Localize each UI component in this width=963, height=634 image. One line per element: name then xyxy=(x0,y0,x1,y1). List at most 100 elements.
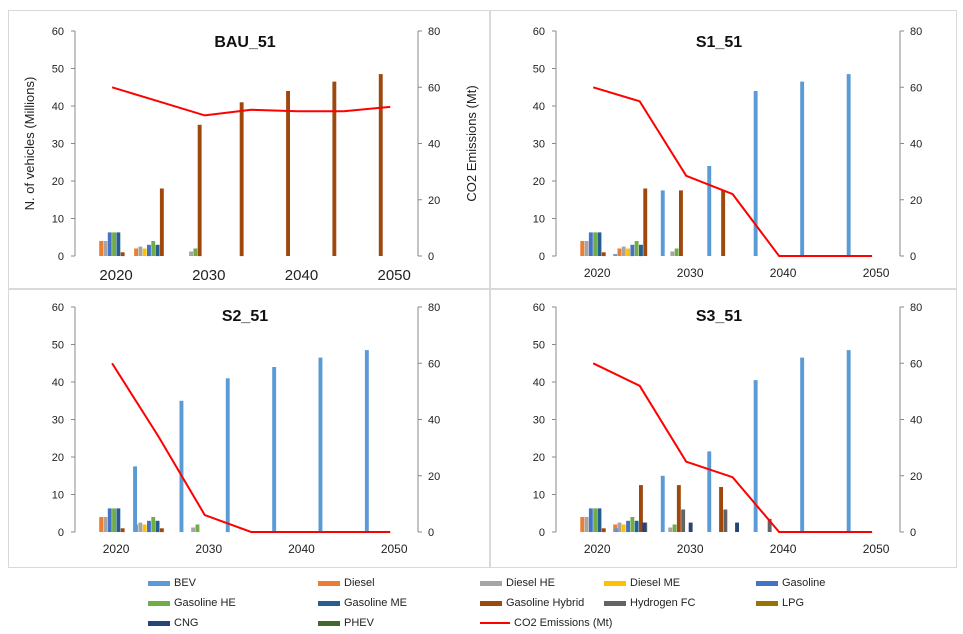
bar-gasoline-hybrid xyxy=(286,91,290,256)
bar-gasoline-he xyxy=(674,248,679,256)
y-tick-label: 50 xyxy=(52,64,64,76)
bar-gasoline-me xyxy=(597,232,602,256)
legend: BEV Diesel Diesel HE Diesel ME Gasoline Gasol… xyxy=(148,573,928,633)
y2-tick-label: 40 xyxy=(428,139,440,151)
bar-diesel-me xyxy=(142,248,147,256)
bar-bev xyxy=(753,91,758,256)
bar-diesel xyxy=(99,517,104,532)
bar-gasoline-he xyxy=(112,232,116,256)
bar-gasoline xyxy=(588,508,593,532)
y2-tick-label: 80 xyxy=(910,302,922,314)
bar-diesel-me xyxy=(626,248,630,256)
bar-gasoline-hybrid xyxy=(639,485,643,532)
bar-diesel-he xyxy=(621,246,626,256)
bar-gasoline-he xyxy=(151,517,156,532)
bar-gasoline-me xyxy=(116,232,121,256)
legend-swatch xyxy=(756,580,778,586)
y2-tick-label: 20 xyxy=(910,195,922,207)
bar-diesel xyxy=(580,517,585,532)
legend-swatch xyxy=(604,600,626,606)
legend-swatch xyxy=(318,580,340,586)
chart-title: BAU_51 xyxy=(214,34,275,51)
legend-swatch xyxy=(148,620,170,626)
y2-tick-label: 0 xyxy=(910,251,916,263)
bar-cng xyxy=(642,522,647,532)
y2-tick-label: 0 xyxy=(428,251,434,263)
x-tick-label: 2050 xyxy=(378,267,411,284)
bar-diesel xyxy=(617,248,622,256)
bar-bev xyxy=(707,166,712,256)
bar-gasoline xyxy=(107,508,112,532)
y-tick-label: 50 xyxy=(533,64,545,76)
chart-title: S1_51 xyxy=(696,34,742,51)
bar-diesel-he xyxy=(584,517,589,532)
bar-diesel xyxy=(613,524,618,532)
legend-item-co2-emissions-mt: CO2 Emissions (Mt) xyxy=(480,617,612,629)
y-tick-label: 20 xyxy=(533,452,545,464)
bar-gasoline xyxy=(630,244,635,257)
bar-gasoline xyxy=(588,232,593,256)
bar-hydrogen-fc xyxy=(723,509,728,532)
y-tick-label: 0 xyxy=(58,251,64,263)
bar-bev xyxy=(272,367,277,532)
y2-tick-label: 80 xyxy=(428,26,440,38)
x-tick-label: 2030 xyxy=(192,267,225,284)
legend-item-gasoline-hybrid: Gasoline Hybrid xyxy=(480,597,584,609)
legend-item-diesel-he: Diesel HE xyxy=(480,577,555,589)
x-tick-label: 2050 xyxy=(863,542,890,556)
legend-item-hydrogen-fc: Hydrogen FC xyxy=(604,597,695,609)
y-axis-label: N. of vehicles (Millions) xyxy=(22,77,37,211)
x-tick-label: 2040 xyxy=(770,542,797,556)
bar-diesel-he xyxy=(668,527,673,532)
bar-gasoline xyxy=(626,520,630,533)
legend-item-gasoline: Gasoline xyxy=(756,577,825,589)
legend-swatch xyxy=(480,622,510,625)
legend-label: Gasoline ME xyxy=(344,597,407,609)
bar-gasoline-me xyxy=(597,508,602,532)
bar-bev xyxy=(846,74,851,256)
bar-cng xyxy=(688,522,693,532)
bar-gasoline-hybrid xyxy=(676,485,681,532)
bar-diesel-he xyxy=(584,241,589,256)
bar-bev xyxy=(614,528,619,533)
legend-label: Gasoline xyxy=(782,577,826,589)
legend-swatch xyxy=(604,580,626,586)
bar-gasoline-me xyxy=(639,244,643,257)
y-tick-label: 10 xyxy=(52,214,64,226)
x-tick-label: 2020 xyxy=(584,266,611,280)
y2-axis-label: CO2 Emissions (Mt) xyxy=(464,85,479,201)
bar-gasoline-he xyxy=(195,524,200,532)
bar-gasoline-hybrid xyxy=(679,190,683,256)
y2-tick-label: 0 xyxy=(910,527,916,539)
bar-bev xyxy=(707,451,712,532)
bar-bev xyxy=(800,81,805,256)
bar-diesel-he xyxy=(191,527,196,532)
bar-gasoline-he xyxy=(593,232,598,256)
chart-title: S3_51 xyxy=(696,308,742,325)
co2-emissions-line xyxy=(592,86,873,257)
bar-hydrogen-fc xyxy=(681,509,686,532)
legend-item-lpg: LPG xyxy=(756,597,804,609)
bar-diesel-he xyxy=(138,522,143,532)
x-tick-label: 2050 xyxy=(863,266,890,280)
x-tick-label: 2020 xyxy=(99,267,132,284)
legend-label: Diesel ME xyxy=(630,577,681,589)
bar-gasoline-hybrid xyxy=(159,188,164,256)
bar-gasoline-he xyxy=(151,241,156,256)
legend-label: CNG xyxy=(174,617,199,629)
y2-tick-label: 40 xyxy=(910,139,922,151)
co2-emissions-line xyxy=(592,362,873,533)
y-tick-label: 20 xyxy=(52,176,64,188)
x-tick-label: 2020 xyxy=(103,542,130,556)
co2-emissions-line xyxy=(111,362,391,533)
bar-gasoline-hybrid xyxy=(378,74,383,256)
bar-bev xyxy=(800,357,805,532)
bar-diesel-he xyxy=(189,251,193,256)
y2-tick-label: 0 xyxy=(428,527,434,539)
x-tick-label: 2040 xyxy=(288,542,315,556)
bar-gasoline-hybrid xyxy=(332,81,337,256)
bar-diesel-he xyxy=(670,251,675,256)
x-tick-label: 2040 xyxy=(285,267,318,284)
